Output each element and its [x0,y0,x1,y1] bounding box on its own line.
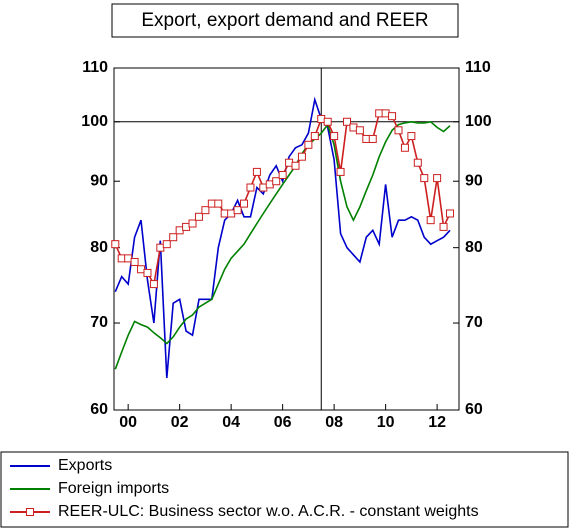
series-marker [310,132,319,141]
series-marker [343,117,352,126]
series-marker [194,212,203,221]
plot-frame [113,67,460,411]
legend-label: Exports [58,457,112,474]
series-marker [388,112,397,121]
legend-marker [26,508,34,516]
x-tick-label: 02 [171,414,189,431]
chart-title: Export, export demand and REER [141,10,428,31]
series-marker [233,206,242,215]
y-tick-label: 100 [81,113,108,130]
y2-tick-label: 90 [465,172,483,189]
series-marker [272,177,281,186]
series-marker [355,126,364,135]
y2-tick-label: 110 [465,59,491,76]
series-marker [407,132,416,141]
series-marker [291,161,300,170]
legend-box [0,451,569,528]
series-marker [246,183,255,192]
series-marker [240,199,249,208]
series-marker [433,174,442,183]
series-marker [420,174,429,183]
y-tick-label: 110 [82,59,108,76]
series-marker [169,233,178,242]
y2-tick-label: 80 [465,239,483,256]
y2-tick-label: 60 [465,401,483,418]
series-marker [252,167,261,176]
series-marker [413,158,422,167]
series-marker [162,240,171,249]
y-tick-label: 90 [90,172,108,189]
series-marker [143,268,152,277]
series-marker [368,134,377,143]
title-box [111,3,459,38]
series-marker [439,222,448,231]
legend-label: Foreign imports [58,480,169,497]
x-tick-label: 04 [222,414,240,431]
y-tick-label: 60 [90,401,108,418]
x-tick-label: 12 [428,414,446,431]
series-marker [188,219,197,228]
series-marker [394,126,403,135]
y-tick-label: 80 [90,239,108,256]
x-tick-label: 10 [377,414,395,431]
series-line [114,112,451,287]
series-marker [445,209,454,218]
series-marker [336,167,345,176]
series-marker [201,206,210,215]
series-marker [130,257,139,266]
series-marker [304,140,313,149]
legend-label: REER-ULC: Business sector w.o. A.C.R. - … [58,503,479,520]
series-line [114,96,451,379]
y2-tick-label: 100 [465,113,492,130]
x-tick-label: 00 [119,414,137,431]
y2-tick-label: 70 [465,314,483,331]
series-marker [400,143,409,152]
series-marker [330,132,339,141]
series-marker [149,280,158,289]
series-marker [323,117,332,126]
series-marker [111,240,120,249]
x-tick-label: 06 [274,414,292,431]
series-line [114,120,451,370]
series-marker [214,199,223,208]
series-marker [297,152,306,161]
y-tick-label: 70 [90,314,108,331]
x-tick-label: 08 [325,414,343,431]
series-marker [426,216,435,225]
series-marker [278,170,287,179]
